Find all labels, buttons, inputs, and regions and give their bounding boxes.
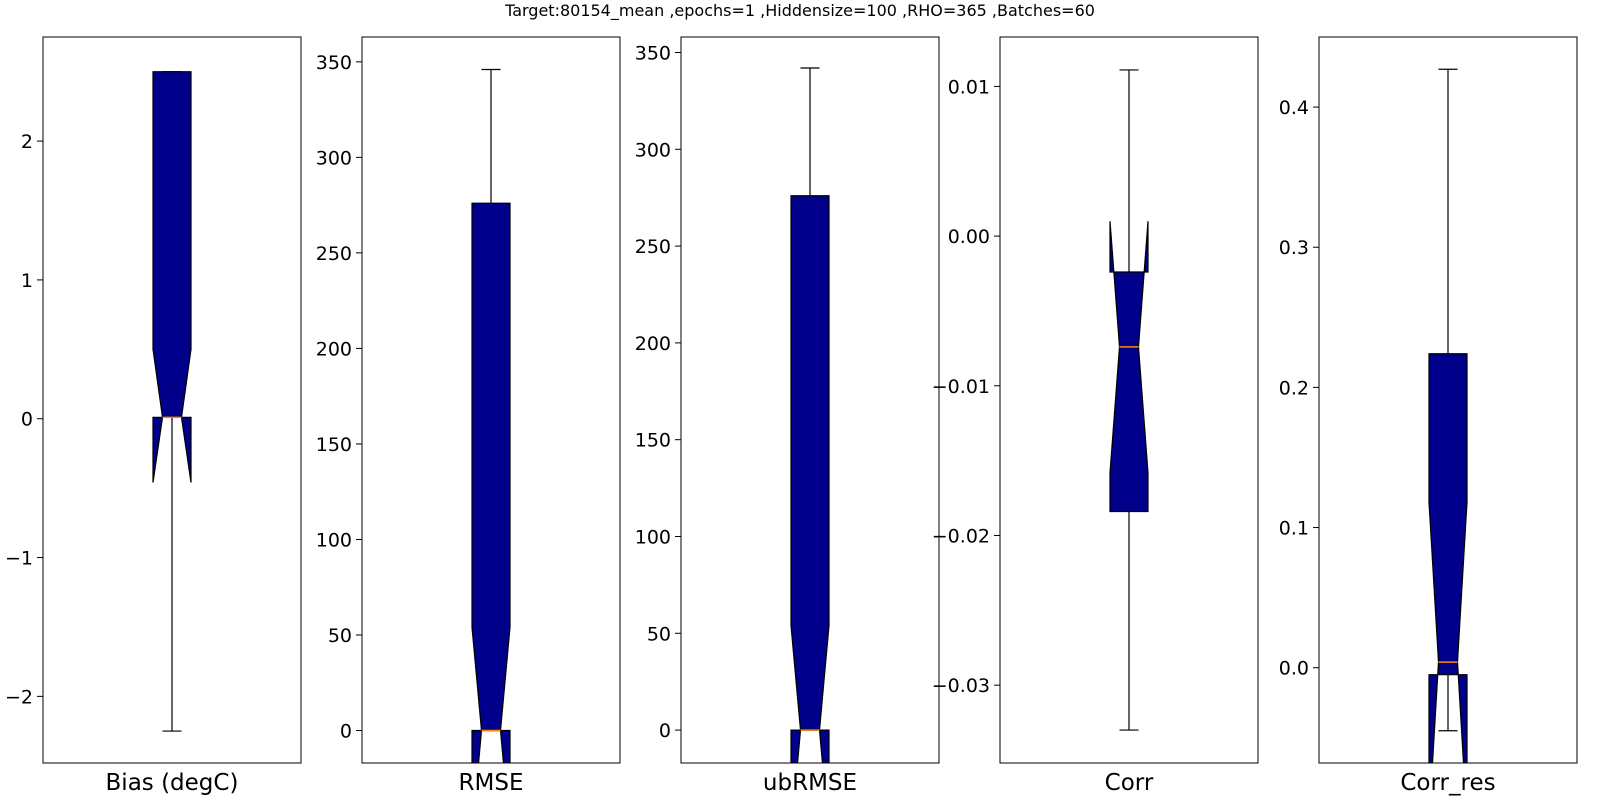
x-axis-label: Bias (degC) (106, 770, 239, 796)
y-tick-label: −0.02 (932, 525, 990, 547)
box (790, 195, 830, 763)
y-tick-label: 2 (21, 131, 33, 153)
y-tick-label: 0.3 (1279, 237, 1309, 259)
y-tick-label: −0.01 (932, 376, 990, 398)
panel-4: 0.0 0.1 0.2 0.3 0.4 Corr_res (1279, 36, 1578, 796)
y-tick-label: 250 (635, 236, 671, 258)
y-tick-label: 0 (340, 721, 352, 743)
y-tick-label: 100 (316, 529, 352, 551)
axes-frame (999, 36, 1259, 764)
box (1109, 221, 1149, 513)
x-axis-label: ubRMSE (763, 770, 857, 796)
panel-2: 0 50 100 150 200 250 300 350 ubRMSE (635, 36, 940, 796)
y-tick-label: 0 (21, 409, 33, 431)
y-tick-label: 350 (635, 42, 671, 64)
axes-frame (361, 36, 621, 764)
panel-3: −0.03 −0.02 −0.01 0.00 0.01 Corr (932, 36, 1259, 796)
y-tick-label: 0.01 (948, 76, 990, 98)
y-tick-label: 0 (659, 720, 671, 742)
y-tick-label: −0.03 (932, 675, 990, 697)
axes-frame (680, 36, 940, 764)
y-tick-label: −1 (5, 548, 33, 570)
axes-frame (1318, 36, 1578, 764)
y-tick-label: 50 (647, 623, 671, 645)
plot-area-4 (1428, 68, 1468, 763)
y-tick-label: 350 (316, 52, 352, 74)
panel-0: −2 −1 0 1 2 Bias (degC) (5, 36, 302, 796)
plot-area-1 (471, 68, 511, 763)
y-tick-label: 50 (328, 625, 352, 647)
x-axis-label: Corr (1105, 770, 1154, 796)
box (1428, 353, 1468, 763)
y-tick-label: 0.0 (1279, 658, 1309, 680)
y-tick-label: 200 (635, 333, 671, 355)
y-tick-label: 100 (635, 526, 671, 548)
y-tick-label: 300 (635, 139, 671, 161)
plot-area-2 (790, 67, 830, 763)
plot-area-0 (152, 71, 192, 732)
figure-title: Target:80154_mean ,epochs=1 ,Hiddensize=… (504, 1, 1095, 21)
boxplot-panels: −2 −1 0 1 2 Bias (degC) 0 50 100 150 200 250 300 350 R… (5, 36, 1578, 796)
plot-area-3 (1109, 69, 1149, 731)
y-tick-label: 0.4 (1279, 97, 1309, 119)
x-axis-label: RMSE (459, 770, 524, 796)
y-tick-label: 1 (21, 270, 33, 292)
axes-frame (42, 36, 302, 764)
y-tick-label: 0.00 (948, 226, 990, 248)
y-tick-label: 0.2 (1279, 377, 1309, 399)
y-tick-label: −2 (5, 686, 33, 708)
y-tick-label: 300 (316, 147, 352, 169)
y-tick-label: 200 (316, 338, 352, 360)
x-axis-label: Corr_res (1400, 770, 1495, 796)
y-tick-label: 250 (316, 243, 352, 265)
panel-1: 0 50 100 150 200 250 300 350 RMSE (316, 36, 621, 796)
box (471, 202, 511, 763)
box (152, 71, 192, 483)
y-tick-label: 150 (316, 434, 352, 456)
y-tick-label: 0.1 (1279, 518, 1309, 540)
y-tick-label: 150 (635, 430, 671, 452)
